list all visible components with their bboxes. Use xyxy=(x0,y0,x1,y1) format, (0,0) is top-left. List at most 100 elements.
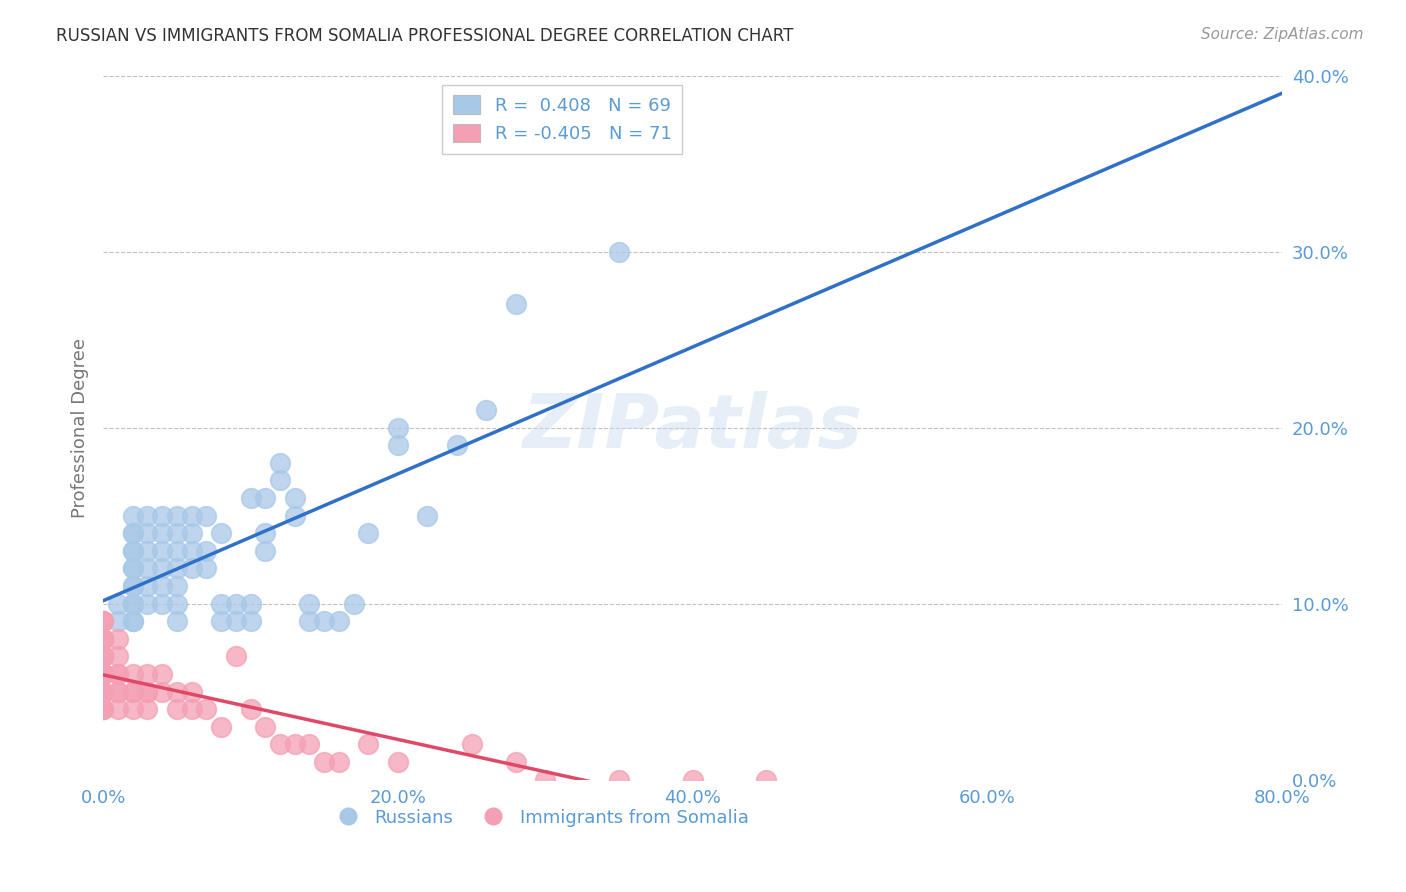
Point xyxy=(166,579,188,593)
Point xyxy=(150,561,173,575)
Point xyxy=(357,526,380,541)
Text: RUSSIAN VS IMMIGRANTS FROM SOMALIA PROFESSIONAL DEGREE CORRELATION CHART: RUSSIAN VS IMMIGRANTS FROM SOMALIA PROFE… xyxy=(56,27,793,45)
Point xyxy=(121,561,143,575)
Point xyxy=(254,543,277,558)
Point xyxy=(91,649,114,664)
Point xyxy=(150,526,173,541)
Point xyxy=(328,755,350,769)
Point xyxy=(166,561,188,575)
Point xyxy=(91,684,114,698)
Point xyxy=(91,614,114,628)
Point xyxy=(91,632,114,646)
Point xyxy=(136,667,159,681)
Point xyxy=(166,543,188,558)
Point xyxy=(284,508,307,523)
Point xyxy=(107,684,129,698)
Point xyxy=(121,526,143,541)
Point xyxy=(121,543,143,558)
Point xyxy=(107,667,129,681)
Point xyxy=(91,667,114,681)
Point xyxy=(91,684,114,698)
Point xyxy=(166,597,188,611)
Point xyxy=(298,738,321,752)
Point xyxy=(121,667,143,681)
Point xyxy=(91,614,114,628)
Point xyxy=(91,702,114,716)
Point xyxy=(416,508,439,523)
Point xyxy=(91,667,114,681)
Point xyxy=(239,491,262,505)
Point xyxy=(166,508,188,523)
Point xyxy=(107,614,129,628)
Legend: Russians, Immigrants from Somalia: Russians, Immigrants from Somalia xyxy=(322,802,756,834)
Point xyxy=(505,297,527,311)
Point xyxy=(121,579,143,593)
Point xyxy=(91,702,114,716)
Point xyxy=(150,508,173,523)
Point xyxy=(91,684,114,698)
Point xyxy=(314,614,336,628)
Point xyxy=(91,649,114,664)
Text: Source: ZipAtlas.com: Source: ZipAtlas.com xyxy=(1201,27,1364,42)
Point xyxy=(107,597,129,611)
Point xyxy=(150,667,173,681)
Point xyxy=(91,684,114,698)
Point xyxy=(121,684,143,698)
Point xyxy=(607,772,630,787)
Point xyxy=(121,561,143,575)
Point xyxy=(136,526,159,541)
Point xyxy=(136,684,159,698)
Point xyxy=(166,526,188,541)
Point xyxy=(298,597,321,611)
Point xyxy=(387,755,409,769)
Point xyxy=(225,597,247,611)
Point xyxy=(755,772,778,787)
Point xyxy=(239,702,262,716)
Point xyxy=(150,597,173,611)
Point xyxy=(91,667,114,681)
Point xyxy=(254,526,277,541)
Point xyxy=(121,597,143,611)
Point xyxy=(136,543,159,558)
Point xyxy=(91,649,114,664)
Point xyxy=(91,614,114,628)
Point xyxy=(107,667,129,681)
Point xyxy=(91,649,114,664)
Point xyxy=(225,614,247,628)
Point xyxy=(136,702,159,716)
Point xyxy=(107,702,129,716)
Point xyxy=(136,561,159,575)
Point xyxy=(446,438,468,452)
Point xyxy=(180,508,202,523)
Point xyxy=(91,632,114,646)
Point xyxy=(239,597,262,611)
Point xyxy=(505,755,527,769)
Point xyxy=(150,579,173,593)
Point xyxy=(121,684,143,698)
Point xyxy=(357,738,380,752)
Point xyxy=(91,632,114,646)
Point xyxy=(121,702,143,716)
Point xyxy=(150,684,173,698)
Point xyxy=(91,632,114,646)
Text: ZIPatlas: ZIPatlas xyxy=(523,391,863,464)
Point xyxy=(91,684,114,698)
Point xyxy=(180,526,202,541)
Point xyxy=(195,561,218,575)
Point xyxy=(607,244,630,259)
Point xyxy=(284,738,307,752)
Point xyxy=(254,491,277,505)
Point xyxy=(475,403,498,417)
Point xyxy=(166,702,188,716)
Point xyxy=(195,702,218,716)
Point xyxy=(91,667,114,681)
Point xyxy=(107,649,129,664)
Point xyxy=(682,772,704,787)
Point xyxy=(180,684,202,698)
Point xyxy=(209,526,232,541)
Point xyxy=(91,702,114,716)
Point xyxy=(107,632,129,646)
Point xyxy=(269,738,291,752)
Point xyxy=(166,684,188,698)
Point xyxy=(91,667,114,681)
